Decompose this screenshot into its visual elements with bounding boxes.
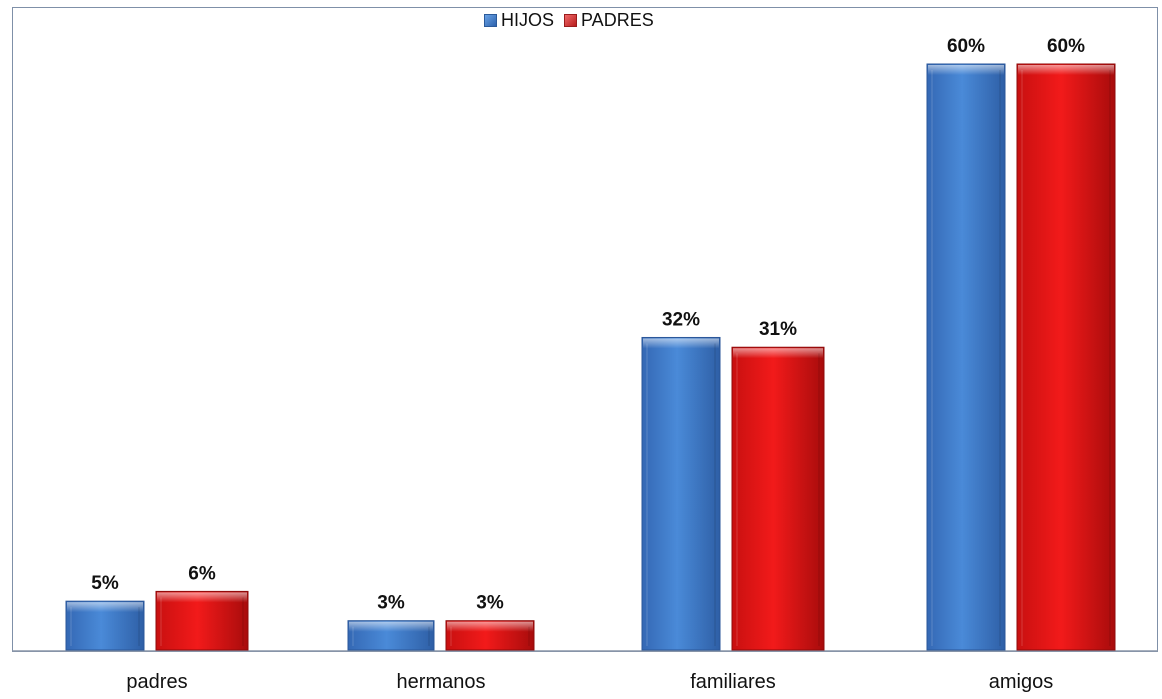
legend-item-hijos: HIJOS bbox=[484, 10, 554, 31]
bar-padres-amigos bbox=[1016, 63, 1116, 651]
data-label-padres-amigos: 60% bbox=[1047, 36, 1085, 57]
bar-hijos-familiares bbox=[641, 336, 721, 651]
legend: HIJOS PADRES bbox=[484, 10, 664, 31]
data-label-hijos-familiares: 32% bbox=[662, 309, 700, 330]
legend-label-hijos: HIJOS bbox=[501, 10, 555, 30]
legend-label-padres: PADRES bbox=[581, 10, 654, 30]
bar-padres-padres bbox=[155, 590, 249, 651]
legend-item-padres: PADRES bbox=[564, 10, 654, 31]
category-label-amigos: amigos bbox=[989, 671, 1053, 693]
data-label-hijos-hermanos: 3% bbox=[377, 593, 405, 614]
data-label-hijos-amigos: 60% bbox=[947, 36, 985, 57]
data-label-padres-padres: 6% bbox=[188, 563, 216, 584]
bar-hijos-amigos bbox=[926, 63, 1006, 651]
legend-swatch-hijos bbox=[484, 14, 497, 27]
category-label-hermanos: hermanos bbox=[397, 671, 486, 693]
bar-hijos-padres bbox=[65, 600, 145, 651]
data-label-padres-familiares: 31% bbox=[759, 319, 797, 340]
bar-padres-familiares bbox=[731, 346, 825, 651]
data-label-hijos-padres: 5% bbox=[91, 573, 119, 594]
data-label-padres-hermanos: 3% bbox=[476, 593, 504, 614]
category-label-familiares: familiares bbox=[690, 671, 776, 693]
bar-hijos-hermanos bbox=[347, 620, 435, 651]
category-label-padres: padres bbox=[126, 671, 187, 693]
legend-swatch-padres bbox=[564, 14, 578, 27]
bar-padres-hermanos bbox=[445, 620, 535, 651]
